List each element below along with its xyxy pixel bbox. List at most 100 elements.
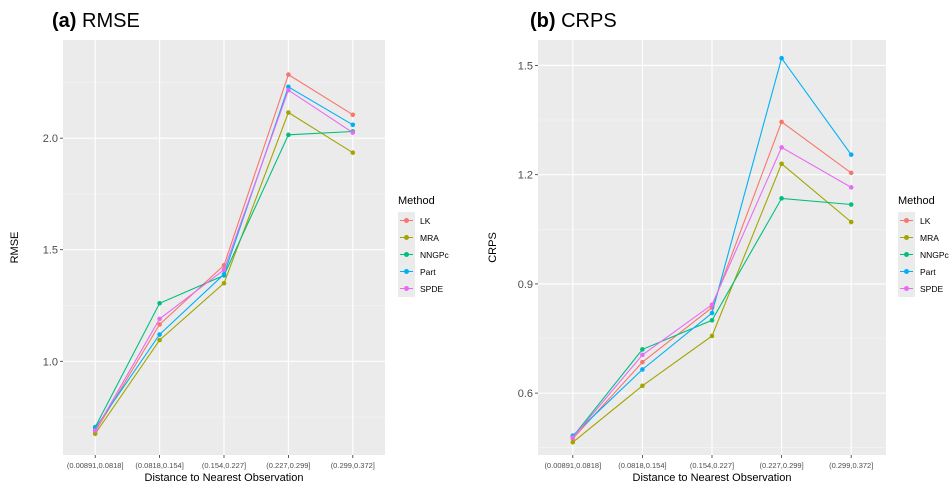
rmse-legend-point [404,235,409,240]
rmse-legend-item-mra: MRA [398,229,449,246]
crps-legend-key [898,229,915,246]
rmse-legend-item-nngpc: NNGPc [398,246,449,263]
rmse-legend-item-part: Part [398,263,449,280]
crps-point-part [640,367,645,372]
rmse-legend-key [398,280,415,297]
rmse-legend-key [398,263,415,280]
crps-point-nngpc [848,202,854,207]
crps-title-tag: (b) [530,10,556,32]
crps-point-spde [709,302,715,307]
rmse-legend-item-lk: LK [398,212,449,229]
rmse-y-tick-label: 1.0 [43,356,58,368]
crps-point-spde [570,435,576,440]
rmse-legend-point [404,252,409,257]
rmse-point-mra [350,150,356,155]
crps-point-nngpc [640,347,645,352]
crps-legend-key [898,280,915,297]
crps-legend-label: Part [920,266,936,277]
crps-legend-point [904,218,909,223]
rmse-point-spde [221,267,227,273]
rmse-point-mra [157,337,162,343]
rmse-x-tick-label: (0.154,0.227] [202,461,246,470]
crps-legend-key [898,263,915,280]
rmse-point-part [350,122,356,128]
crps-point-spde [779,145,784,150]
rmse-legend-label: Part [420,266,436,277]
crps-x-tick-label: (0.00891,0.0818] [544,461,601,470]
crps-chart: 0.6 0.9 1.2 1.5 (0.00891,0.0818] (0.0818,0.15… [487,40,886,484]
crps-point-part [709,310,715,316]
crps-legend-label: LK [920,215,931,226]
rmse-panel: (a) RMSE 1.0 1.5 2.0 (0.00891,0.0818] (0.081… [0,0,470,485]
rmse-point-lk [286,72,291,77]
crps-legend-point [904,252,909,257]
rmse-point-spde [286,87,291,93]
crps-x-tick-label: (0.154,0.227] [690,461,734,470]
crps-legend-item-mra: MRA [898,229,949,246]
rmse-point-part [221,271,227,277]
crps-legend-point [904,286,909,291]
crps-x-tick-label: (0.227,0.299] [759,461,803,470]
crps-x-tick-label: (0.299,0.372] [829,461,873,470]
crps-point-nngpc [779,196,784,201]
crps-legend-label: MRA [920,232,939,243]
crps-legend-point [904,235,909,240]
rmse-x-tick-label: (0.227,0.299] [266,461,310,470]
crps-legend-label: NNGPc [920,249,949,260]
crps-legend-item-spde: SPDE [898,280,949,297]
rmse-y-axis-title: RMSE [9,232,21,264]
rmse-chart: 1.0 1.5 2.0 (0.00891,0.0818] (0.0818,0.154] (… [9,40,385,484]
crps-legend-item-nngpc: NNGPc [898,246,949,263]
rmse-point-mra [286,110,291,115]
rmse-x-tick-label: (0.299,0.372] [331,461,375,470]
crps-point-mra [779,161,784,167]
rmse-point-part [286,84,291,90]
rmse-legend-title: Method [398,195,435,207]
crps-point-part [848,152,854,157]
crps-point-lk [779,119,784,125]
rmse-point-lk [157,322,162,327]
rmse-legend-label: LK [420,215,431,226]
rmse-point-nngpc [157,300,162,306]
rmse-point-spde [350,130,356,135]
crps-y-axis-title: CRPS [487,232,499,263]
crps-point-mra [709,333,715,339]
crps-point-part [779,55,784,61]
rmse-y-tick-label: 1.5 [43,245,58,257]
rmse-legend-label: NNGPc [420,249,449,260]
rmse-title-text: RMSE [76,10,140,32]
crps-legend: Method LK MRA NNGPc Part SPDE [898,195,949,297]
rmse-point-part [157,332,162,337]
rmse-x-axis-title: Distance to Nearest Observation [145,472,304,484]
crps-point-spde [640,352,645,358]
crps-x-axis-title: Distance to Nearest Observation [633,472,792,484]
rmse-legend-key [398,229,415,246]
rmse-title: (a) RMSE [52,10,140,33]
rmse-point-mra [221,280,227,286]
rmse-legend-label: SPDE [420,283,444,294]
crps-point-lk [640,359,645,365]
crps-point-mra [640,383,645,389]
rmse-legend-point [404,269,409,274]
crps-y-tick-label: 0.9 [518,279,533,291]
rmse-legend-point [404,218,409,223]
crps-legend-point [904,269,909,274]
rmse-legend-key [398,246,415,263]
rmse-x-tick-label: (0.0818,0.154] [135,461,183,470]
crps-title: (b) CRPS [530,10,617,33]
crps-y-tick-label: 1.2 [518,170,533,182]
rmse-point-mra [92,431,98,437]
rmse-title-tag: (a) [52,10,77,32]
crps-point-spde [848,185,854,190]
crps-y-tick-label: 0.6 [518,388,533,400]
crps-legend-item-lk: LK [898,212,949,229]
rmse-legend-point [404,286,409,291]
rmse-point-nngpc [286,132,291,138]
crps-y-tick-label: 1.5 [518,60,533,72]
crps-x-tick-label: (0.0818,0.154] [618,461,666,470]
rmse-point-lk [350,112,356,118]
rmse-y-tick-label: 2.0 [43,133,58,145]
rmse-point-spde [92,428,98,433]
crps-title-text: CRPS [555,10,617,32]
crps-legend-label: SPDE [920,283,944,294]
